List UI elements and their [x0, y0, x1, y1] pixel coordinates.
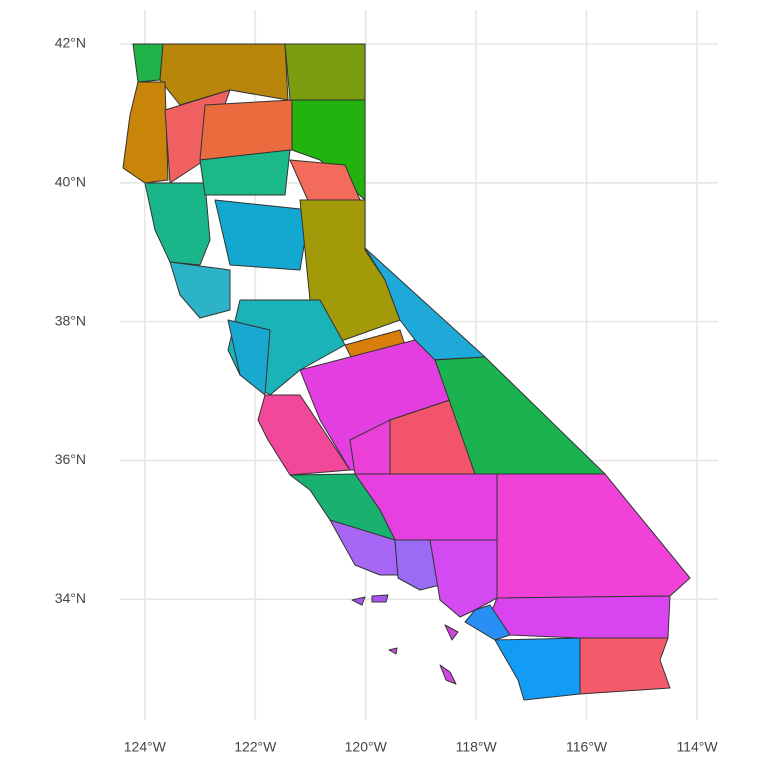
island	[444, 624, 459, 641]
county	[257, 394, 351, 476]
county	[132, 43, 164, 83]
island	[371, 594, 389, 603]
x-tick-label: 120°W	[345, 739, 388, 755]
island	[388, 647, 398, 655]
tick-labels: 124°W 122°W 120°W 118°W 116°W 114°W 34°N 36°N 38…	[55, 35, 719, 755]
island	[439, 664, 457, 685]
county	[489, 595, 671, 639]
x-tick-label: 114°W	[676, 739, 718, 755]
county	[329, 519, 399, 576]
county	[284, 43, 366, 101]
counties	[122, 43, 691, 701]
county	[169, 261, 231, 319]
x-tick-label: 118°W	[456, 739, 498, 755]
y-tick-label: 38°N	[55, 312, 86, 328]
x-tick-label: 122°W	[234, 739, 277, 755]
county	[579, 637, 671, 695]
y-tick-label: 42°N	[55, 35, 86, 51]
county	[429, 539, 498, 618]
county	[144, 182, 211, 266]
county	[122, 81, 169, 184]
x-tick-label: 124°W	[124, 739, 167, 755]
y-tick-label: 34°N	[55, 590, 86, 606]
county	[496, 473, 691, 599]
island	[351, 596, 366, 606]
county	[199, 149, 291, 196]
county	[394, 539, 441, 591]
x-tick-label: 116°W	[566, 739, 608, 755]
county	[494, 637, 581, 701]
county	[214, 199, 311, 271]
y-tick-label: 40°N	[55, 174, 86, 190]
county	[464, 604, 511, 641]
y-tick-label: 36°N	[55, 451, 86, 467]
